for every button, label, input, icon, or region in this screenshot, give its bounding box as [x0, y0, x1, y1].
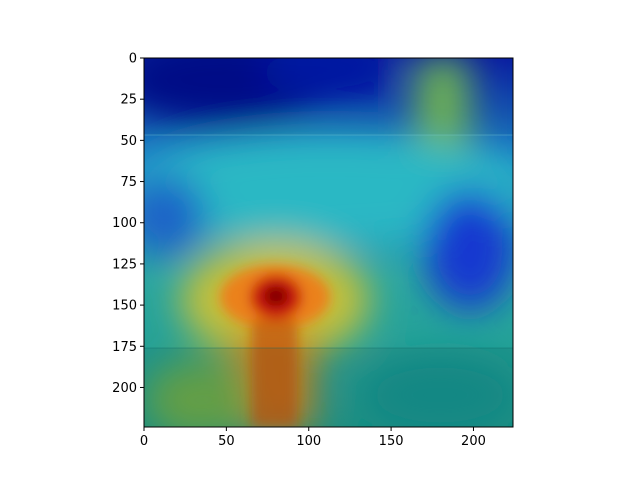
y-tick-label: 0: [129, 52, 137, 67]
hotspot-group: [220, 265, 330, 427]
cold-region-right: [425, 190, 513, 310]
hotspot-core: [264, 286, 288, 306]
image-band-top-shade: [144, 58, 513, 135]
y-tick-label: 75: [120, 175, 137, 190]
cold-region-left: [144, 175, 205, 255]
x-tick-label: 100: [296, 434, 321, 449]
y-tick-label: 50: [120, 134, 137, 149]
plot-frame: [143, 57, 514, 428]
x-axis: 0 50 100 150 200: [140, 427, 486, 449]
y-tick-label: 200: [112, 381, 137, 396]
x-tick-label: 50: [218, 434, 235, 449]
y-tick-label: 25: [120, 93, 137, 108]
image-band-bottom-shade: [144, 348, 513, 427]
y-axis: 0 25 50 75 100 125 150 175 200: [112, 52, 144, 396]
hotspot-streak: [252, 320, 297, 427]
warm-streak-top: [415, 58, 470, 148]
lower-right-teal: [360, 355, 513, 427]
plot-area: [144, 58, 513, 427]
y-tick-label: 150: [112, 299, 137, 314]
x-tick-label: 0: [140, 434, 148, 449]
cyan-band: [144, 135, 513, 245]
y-tick-label: 100: [112, 216, 137, 231]
x-tick-label: 150: [379, 434, 404, 449]
cold-region-top-center: [260, 58, 400, 100]
x-tick-label: 200: [461, 434, 486, 449]
lower-green: [145, 360, 255, 427]
y-tick-label: 125: [112, 257, 137, 272]
y-tick-label: 175: [112, 340, 137, 355]
